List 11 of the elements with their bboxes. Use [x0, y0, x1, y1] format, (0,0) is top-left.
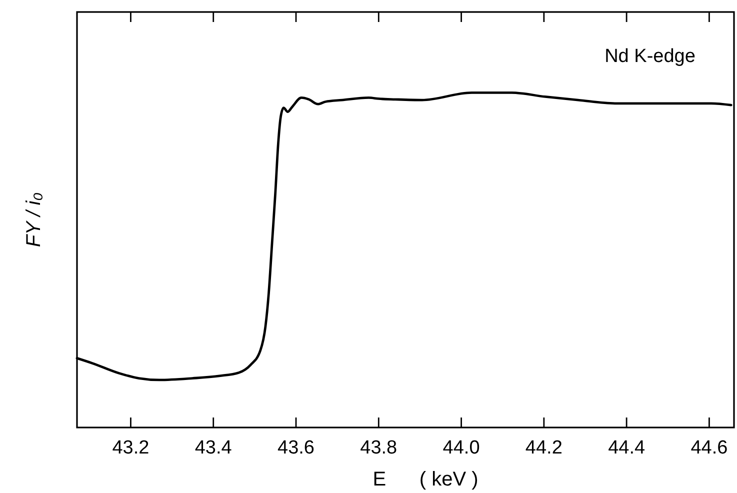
x-tick-label: 44.6 [690, 438, 728, 458]
x-axis-title: E ( keV ) [372, 468, 478, 490]
x-tick-label: 43.8 [360, 438, 398, 458]
text: Nd K-edge [604, 46, 696, 67]
x-tick-label: 43.2 [112, 438, 150, 458]
x-tick-label: 44.4 [608, 438, 646, 458]
x-tick-label: 43.4 [194, 438, 232, 458]
y-axis-title: FY / i₀ [23, 192, 45, 248]
x-tick-label: 44.2 [525, 438, 562, 458]
x-tick-label: 43.6 [278, 438, 314, 458]
x-tick-label: 44.0 [442, 438, 480, 458]
